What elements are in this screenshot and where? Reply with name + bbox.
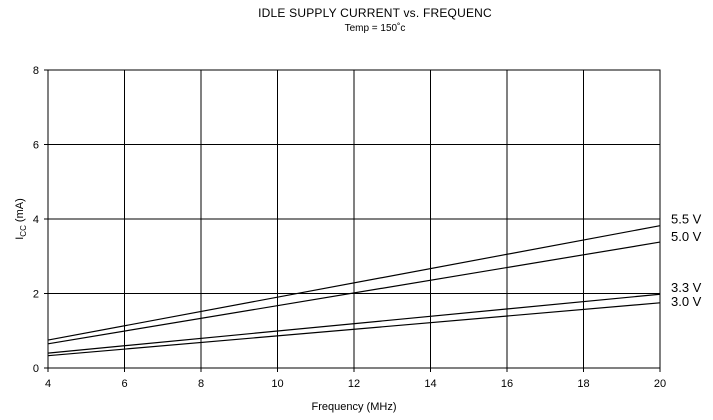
y-axis-label-unit: (mA) xyxy=(14,198,26,225)
series-line-3-0-V xyxy=(47,302,661,357)
series-line-5-0-V xyxy=(47,241,661,345)
series-group xyxy=(47,225,661,357)
y-tick-label: 4 xyxy=(33,214,39,226)
x-tick-label: 12 xyxy=(348,378,360,390)
x-tick-label: 14 xyxy=(424,378,436,390)
series-line-3-3-V xyxy=(47,293,661,354)
x-tick-label: 20 xyxy=(654,378,666,390)
x-tick-label: 16 xyxy=(501,378,513,390)
chart-subtitle: Temp = 150˚c xyxy=(345,22,406,34)
y-axis-label-main: I xyxy=(14,237,26,240)
grid xyxy=(48,70,660,368)
y-axis-label-subscript: CC xyxy=(19,225,28,237)
x-axis-label: Frequency (MHz) xyxy=(312,401,397,413)
y-tick-label: 2 xyxy=(33,289,39,301)
tick-labels: 4 6 8 10 12 14 16 18 20 0 2 4 6 8 xyxy=(33,65,666,390)
y-tick-label: 0 xyxy=(33,363,39,375)
x-tick-label: 6 xyxy=(121,378,127,390)
x-tick-label: 18 xyxy=(577,378,589,390)
chart-title: IDLE SUPPLY CURRENT vs. FREQUENC xyxy=(258,6,492,20)
x-tick-label: 4 xyxy=(45,378,51,390)
series-label: 5.5 V xyxy=(671,212,702,227)
y-axis-label: ICC (mA) xyxy=(14,198,28,240)
x-tick-label: 8 xyxy=(198,378,204,390)
series-label: 3.3 V xyxy=(671,280,702,295)
y-tick-label: 8 xyxy=(33,65,39,77)
x-tick-label: 10 xyxy=(271,378,283,390)
y-tick-label: 6 xyxy=(33,140,39,152)
series-label: 5.0 V xyxy=(671,229,702,244)
series-line-5-5-V xyxy=(47,225,661,341)
series-labels: 5.5 V 5.0 V 3.3 V3.0 V xyxy=(671,212,702,309)
series-label: 3.0 V xyxy=(671,294,702,309)
